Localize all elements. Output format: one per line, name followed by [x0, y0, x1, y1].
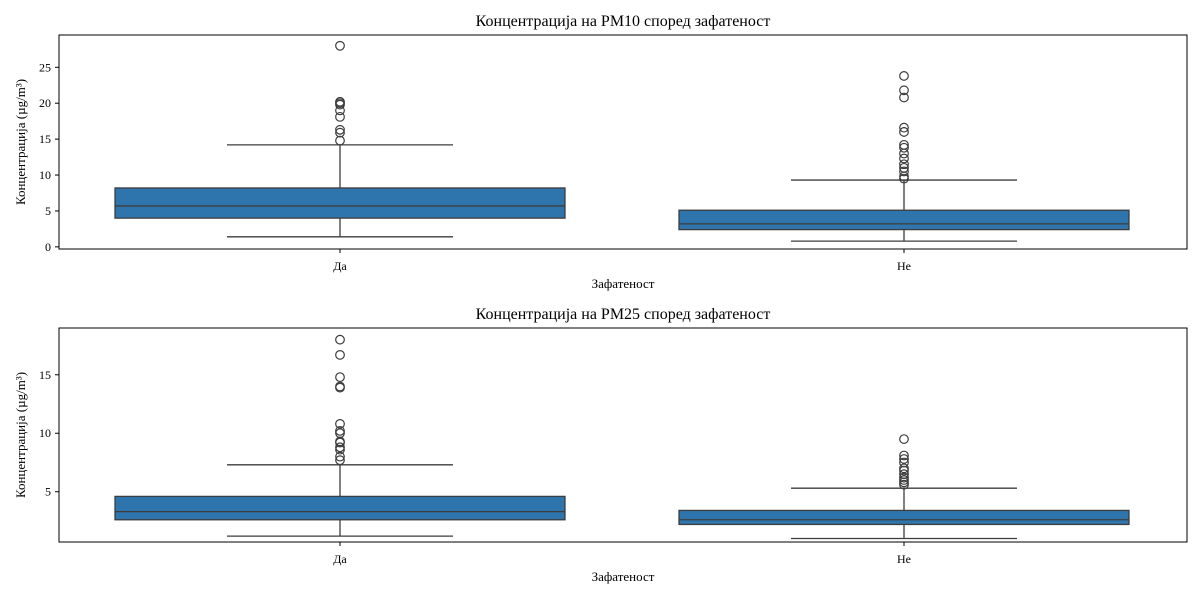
box-yes: [114, 40, 566, 238]
x-axis-label: Зафатеност: [592, 569, 655, 584]
y-tick-label: 5: [45, 204, 51, 218]
outlier-point: [899, 159, 909, 170]
outlier-point: [335, 426, 345, 436]
y-axis-label: Концентрација (µg/m³): [13, 79, 28, 205]
chart-title: Концентрација на PM10 според зафатеност: [476, 13, 771, 30]
box-no: [678, 71, 1130, 242]
outlier-point: [899, 85, 909, 96]
y-tick-label: 15: [39, 132, 51, 146]
plot-frame: [58, 34, 1188, 250]
chart-title: Концентрација на PM25 според зафатеност: [476, 306, 771, 323]
outlier-point: [899, 454, 909, 464]
outlier-point: [899, 457, 909, 468]
outlier-point: [335, 442, 345, 453]
x-tick-label: Да: [333, 552, 347, 566]
outlier-point: [899, 162, 909, 173]
outlier-point: [899, 122, 909, 133]
y-axis-label: Концентрација (µg/m³): [13, 372, 28, 498]
x-tick-label: Да: [333, 259, 347, 273]
outlier-point: [899, 463, 909, 474]
y-tick-label: 25: [39, 60, 51, 74]
outlier-point: [899, 450, 909, 461]
outlier-point: [335, 334, 345, 345]
box-yes: [114, 334, 566, 537]
outlier-point: [899, 71, 909, 81]
outlier-point: [335, 451, 345, 462]
plot-frame: [58, 327, 1188, 543]
box-no: [678, 434, 1130, 540]
outlier-point: [335, 455, 345, 466]
chart-panel-pm10: Концентрација на PM10 според зафатеност …: [13, 13, 1188, 291]
outlier-point: [899, 142, 909, 153]
y-tick-label: 15: [39, 368, 51, 382]
iqr-box: [114, 187, 566, 219]
outlier-point: [899, 139, 909, 150]
y-tick-label: 5: [45, 485, 51, 499]
y-tick-label: 20: [39, 96, 51, 110]
outlier-point: [899, 166, 909, 177]
y-tick-label: 10: [39, 426, 51, 440]
y-tick-label: 10: [39, 168, 51, 182]
outlier-point: [335, 124, 345, 135]
outlier-point: [335, 40, 345, 51]
outlier-point: [335, 135, 345, 146]
outlier-point: [335, 96, 345, 107]
x-tick-label: Не: [897, 552, 911, 566]
chart-panel-pm25: Концентрација на PM25 според зафатеност …: [13, 306, 1188, 584]
iqr-box: [678, 209, 1130, 231]
iqr-box: [114, 495, 566, 521]
iqr-box: [678, 509, 1130, 526]
outlier-point: [335, 127, 345, 138]
outlier-point: [335, 111, 345, 122]
x-tick-label: Не: [897, 259, 911, 273]
y-tick-label: 0: [45, 240, 51, 254]
outlier-point: [899, 127, 909, 137]
outlier-point: [899, 153, 909, 164]
outlier-point: [899, 472, 909, 483]
outlier-point: [899, 469, 909, 480]
outlier-point: [335, 372, 345, 383]
outlier-point: [335, 381, 345, 392]
outlier-point: [335, 349, 345, 360]
outlier-point: [899, 92, 909, 103]
outlier-point: [899, 434, 909, 444]
outlier-point: [335, 418, 345, 429]
x-axis-label: Зафатеност: [592, 276, 655, 291]
